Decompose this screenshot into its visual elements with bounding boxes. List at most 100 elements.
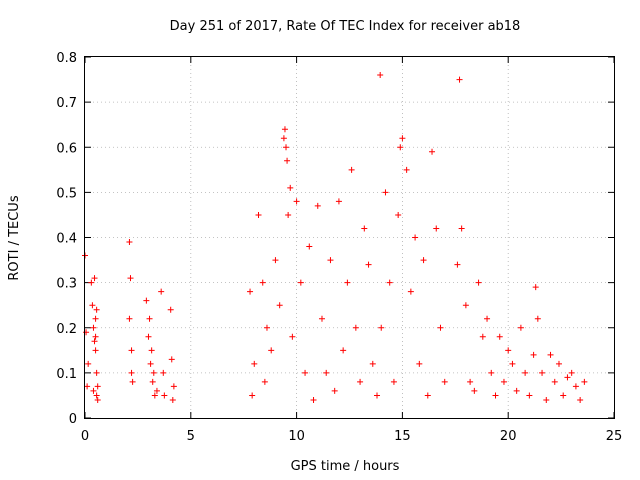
data-point xyxy=(539,369,546,376)
data-point xyxy=(93,306,100,313)
data-point xyxy=(143,297,150,304)
data-point xyxy=(543,396,550,403)
x-tick-label: 10 xyxy=(288,429,305,444)
data-point xyxy=(283,144,290,151)
data-point xyxy=(168,356,175,363)
data-point xyxy=(127,275,134,282)
data-point xyxy=(441,378,448,385)
data-point xyxy=(147,360,154,367)
data-point xyxy=(306,243,313,250)
data-point xyxy=(310,396,317,403)
data-point xyxy=(386,279,393,286)
y-tick-label: 0.5 xyxy=(56,186,77,201)
data-point xyxy=(161,392,168,399)
grid-lines xyxy=(85,57,614,418)
data-point xyxy=(390,378,397,385)
data-point xyxy=(285,211,292,218)
data-point xyxy=(551,378,558,385)
x-axis-label: GPS time / hours xyxy=(291,459,400,474)
data-point xyxy=(88,279,95,286)
data-point xyxy=(297,279,304,286)
x-tick-label: 25 xyxy=(606,429,623,444)
data-point xyxy=(318,315,325,322)
data-point xyxy=(158,288,165,295)
data-point xyxy=(433,225,440,232)
data-point xyxy=(340,347,347,354)
data-point xyxy=(407,288,414,295)
data-point xyxy=(314,202,321,209)
data-point xyxy=(281,126,288,133)
y-tick-label: 0.4 xyxy=(56,232,77,247)
data-point xyxy=(581,378,588,385)
data-point xyxy=(374,392,381,399)
data-point xyxy=(263,324,270,331)
data-point xyxy=(251,360,258,367)
y-tick-label: 0 xyxy=(69,412,77,427)
x-tick-label: 5 xyxy=(187,429,195,444)
data-points xyxy=(82,72,588,403)
data-point xyxy=(397,144,404,151)
data-point xyxy=(568,369,575,376)
data-point xyxy=(170,383,177,390)
data-point xyxy=(92,347,99,354)
data-point xyxy=(509,360,516,367)
data-point xyxy=(148,347,155,354)
data-point xyxy=(327,257,334,264)
data-point xyxy=(323,369,330,376)
data-point xyxy=(352,324,359,331)
data-point xyxy=(83,329,90,336)
data-point xyxy=(488,369,495,376)
y-axis-ticks: 0 0.1 0.2 0.3 0.4 0.5 0.6 0.7 0.8 xyxy=(56,51,614,427)
data-point xyxy=(348,166,355,173)
data-point xyxy=(145,333,152,340)
data-point xyxy=(247,288,254,295)
data-point xyxy=(335,198,342,205)
data-point xyxy=(268,347,275,354)
y-tick-label: 0.7 xyxy=(56,96,77,111)
data-point xyxy=(169,396,176,403)
data-point xyxy=(90,324,97,331)
data-point xyxy=(492,392,499,399)
x-tick-label: 15 xyxy=(394,429,411,444)
data-point xyxy=(92,333,99,340)
data-point xyxy=(555,360,562,367)
data-point xyxy=(126,239,133,246)
data-point xyxy=(403,166,410,173)
x-tick-label: 0 xyxy=(81,429,89,444)
data-point xyxy=(167,306,174,313)
data-point xyxy=(128,347,135,354)
y-tick-label: 0.6 xyxy=(56,141,77,156)
data-point xyxy=(128,369,135,376)
data-point xyxy=(532,284,539,291)
data-point xyxy=(526,392,533,399)
data-point xyxy=(153,387,160,394)
data-point xyxy=(93,369,100,376)
data-point xyxy=(361,225,368,232)
y-tick-label: 0.1 xyxy=(56,367,77,382)
data-point xyxy=(289,333,296,340)
data-point xyxy=(377,72,384,79)
data-point xyxy=(357,378,364,385)
data-point xyxy=(94,396,101,403)
data-point xyxy=(331,387,338,394)
data-point xyxy=(547,351,554,358)
data-point xyxy=(530,351,537,358)
y-axis-label: ROTI / TECUs xyxy=(7,195,22,280)
data-point xyxy=(378,324,385,331)
data-point xyxy=(261,378,268,385)
x-tick-label: 20 xyxy=(500,429,517,444)
data-point xyxy=(412,234,419,241)
plot-frame xyxy=(84,56,615,419)
data-point xyxy=(471,387,478,394)
data-point xyxy=(513,387,520,394)
data-point xyxy=(454,261,461,268)
data-point xyxy=(467,378,474,385)
data-point xyxy=(255,211,262,218)
data-point xyxy=(276,302,283,309)
data-point xyxy=(416,360,423,367)
data-point xyxy=(365,261,372,268)
data-point xyxy=(151,392,158,399)
data-point xyxy=(475,279,482,286)
data-point xyxy=(90,387,97,394)
data-point xyxy=(91,275,98,282)
